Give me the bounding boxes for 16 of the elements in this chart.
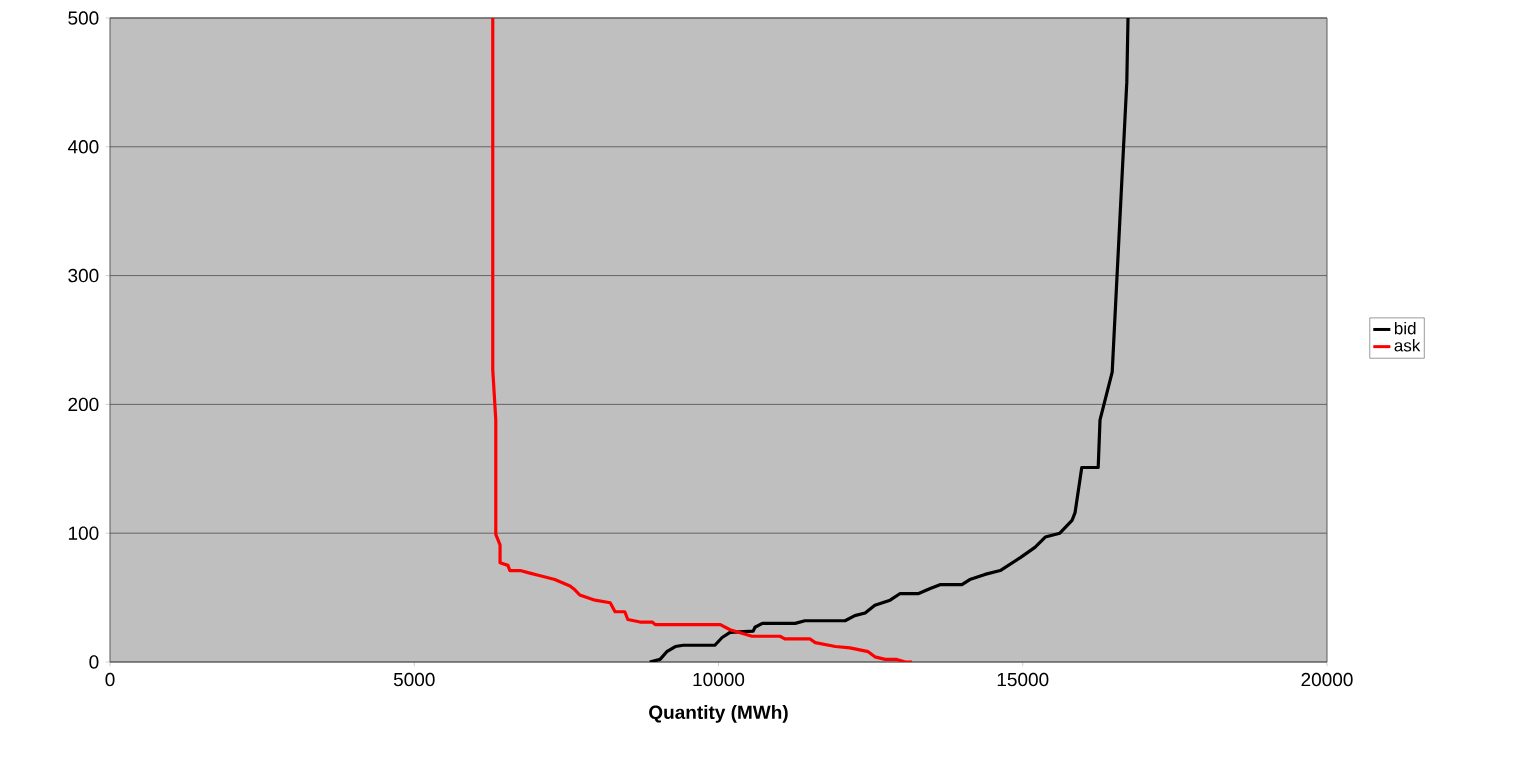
legend-label: bid [1394,321,1416,335]
line-series [491,17,914,662]
x-tick-label: 20000 [1301,672,1353,687]
line-series [648,17,1130,662]
y-tick-label: 0 [89,655,99,669]
y-tick-label: 200 [68,397,99,412]
x-tick-label: 10000 [693,672,745,687]
x-tick-label: 0 [105,672,115,687]
y-tick-label: 500 [68,11,99,25]
x-tick-label: 15000 [997,672,1049,687]
legend-label: ask [1394,339,1421,352]
y-tick-label: 300 [68,268,99,283]
y-tick-label: 100 [68,526,99,540]
x-tick-label: 5000 [393,672,435,687]
y-tick-label: 400 [67,140,99,154]
x-axis-title: Quantity (MWh) [649,705,788,723]
